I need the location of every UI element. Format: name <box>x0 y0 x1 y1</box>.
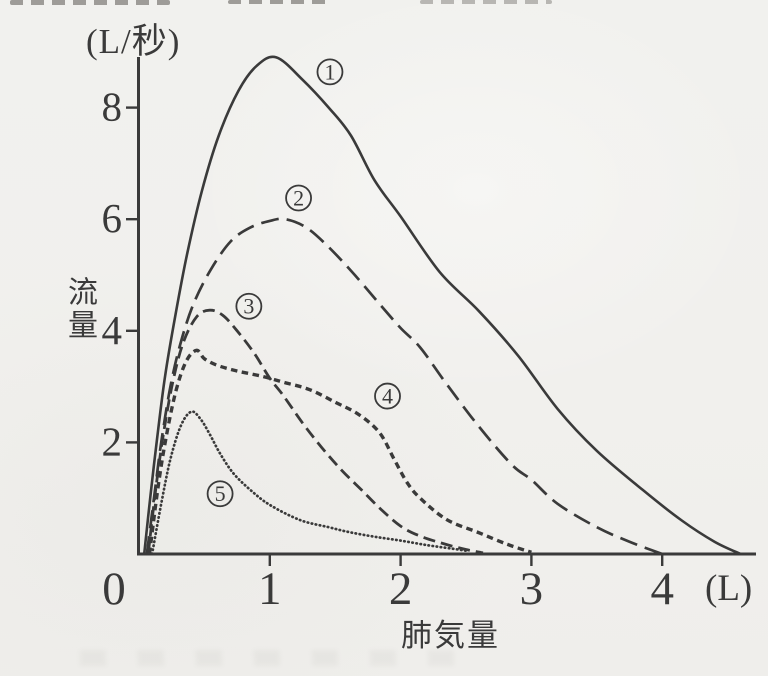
curve-1 <box>142 55 742 556</box>
x-tick-label-0: 0 <box>102 563 126 615</box>
series-marker-number-2: 2 <box>293 185 304 210</box>
y-tick-label-2: 2 <box>102 418 123 464</box>
y-tick-label-8: 8 <box>102 84 123 130</box>
x-axis-unit-label: (L) <box>705 568 753 609</box>
y-axis-title: 流量 <box>63 276 96 342</box>
x-axis-title: 肺気量 <box>401 618 500 653</box>
scan-artifact-top-1 <box>10 0 170 5</box>
series-marker-circle-4 <box>374 382 401 410</box>
x-tick-label-3: 3 <box>520 563 544 615</box>
x-tick-label-2: 2 <box>389 563 413 615</box>
series-marker-circle-2 <box>285 184 312 212</box>
y-tick-label-6: 6 <box>102 195 123 241</box>
curve-2 <box>145 217 663 556</box>
x-tick-label-4: 4 <box>650 563 674 615</box>
y-tick-label-4: 4 <box>102 307 123 353</box>
curve-4 <box>147 348 532 555</box>
series-marker-number-4: 4 <box>382 384 393 409</box>
scan-artifact-top-3 <box>420 0 552 4</box>
series-marker-number-3: 3 <box>243 294 254 319</box>
series-marker-circle-1 <box>316 58 344 86</box>
scan-artifact-bottom <box>80 650 460 666</box>
series-marker-number-5: 5 <box>215 481 226 506</box>
series-marker-number-1: 1 <box>324 59 335 84</box>
y-axis-unit-label: (L/秒) <box>86 22 181 61</box>
series-marker-circle-5 <box>206 480 234 508</box>
curve-3 <box>146 308 484 555</box>
series-marker-circle-3 <box>235 292 263 320</box>
curve-5 <box>150 410 468 556</box>
x-tick-label-1: 1 <box>258 563 282 615</box>
scan-artifact-top-2 <box>228 0 330 4</box>
